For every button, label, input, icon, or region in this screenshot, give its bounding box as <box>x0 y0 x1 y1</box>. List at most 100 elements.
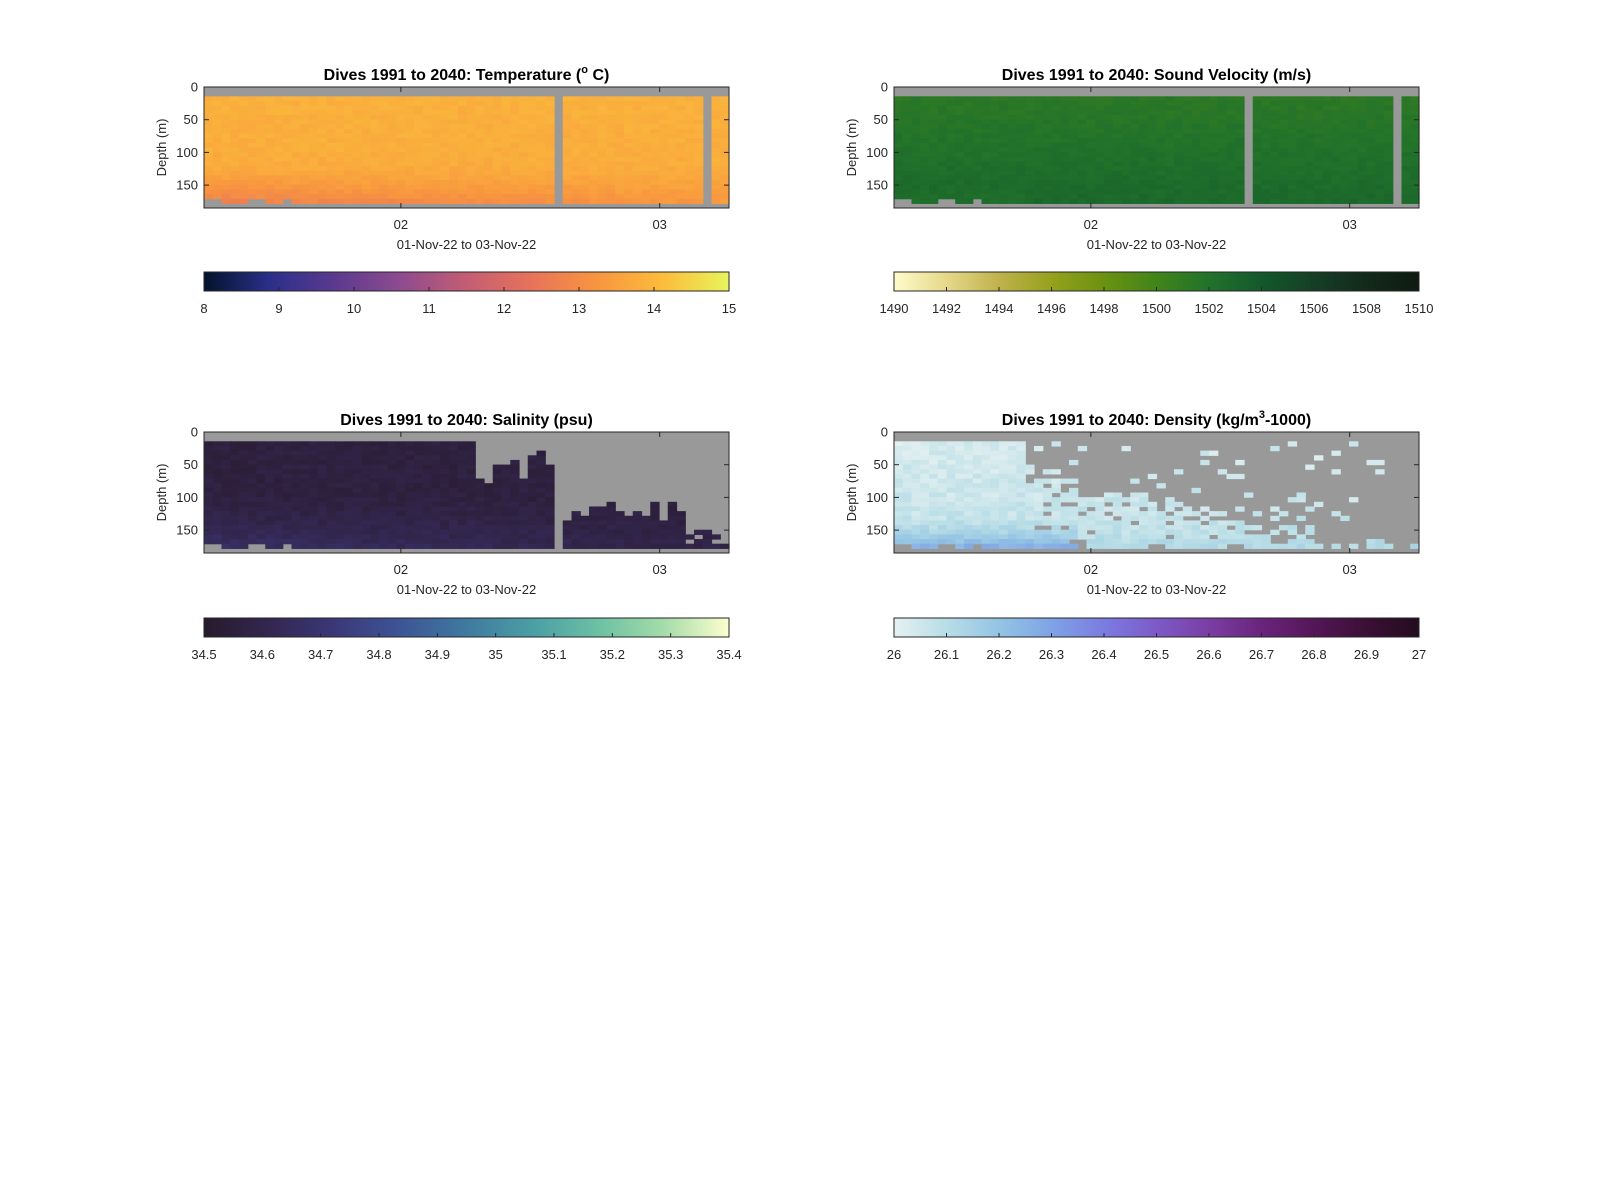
heatmap-cell <box>449 156 459 163</box>
y-axis-label: Depth (m) <box>844 464 859 522</box>
heatmap-cell <box>650 133 660 139</box>
heatmap-cell <box>964 119 974 125</box>
heatmap-cell <box>902 119 913 125</box>
heatmap-cell <box>1287 441 1298 447</box>
heatmap-cell <box>510 525 520 531</box>
heatmap-cell <box>431 515 441 522</box>
heatmap-cell <box>624 161 634 167</box>
heatmap-cell <box>659 161 669 167</box>
heatmap-cell <box>1252 189 1263 195</box>
heatmap-cell <box>1156 515 1166 522</box>
heatmap-cell <box>440 175 450 181</box>
heatmap-cell <box>902 525 913 531</box>
heatmap-cell <box>1139 170 1149 177</box>
heatmap-cell <box>536 478 546 484</box>
heatmap-cell <box>720 194 730 200</box>
heatmap-cell <box>999 147 1009 153</box>
heatmap-cell <box>221 119 231 125</box>
heatmap-cell <box>1121 194 1131 200</box>
heatmap-cell <box>221 445 231 452</box>
heatmap-cell <box>449 478 459 484</box>
heatmap-cell <box>309 180 319 186</box>
heatmap-cell <box>667 501 678 508</box>
heatmap-cell <box>1287 138 1298 144</box>
heatmap-cell <box>274 492 284 498</box>
heatmap-cell <box>676 184 686 190</box>
heatmap-cell <box>265 152 275 158</box>
heatmap-cell <box>475 198 485 204</box>
y-tick-label: 0 <box>191 425 198 440</box>
heatmap-cell <box>1007 138 1018 144</box>
heatmap-cell <box>1357 184 1368 190</box>
heatmap-cell <box>361 142 371 149</box>
heatmap-cell <box>911 161 921 167</box>
heatmap-cell <box>492 175 503 181</box>
heatmap-cell <box>1095 180 1105 186</box>
heatmap-cell <box>370 534 380 540</box>
heatmap-cell <box>282 455 293 461</box>
heatmap-cell <box>282 110 293 116</box>
heatmap-cell <box>711 105 721 111</box>
heatmap-cell <box>212 166 223 172</box>
heatmap-cell <box>650 511 660 517</box>
heatmap-cell <box>282 170 293 177</box>
heatmap-cell <box>291 180 301 186</box>
heatmap-cell <box>545 492 555 498</box>
heatmap-cell <box>449 198 459 204</box>
heatmap-cell <box>1305 539 1315 545</box>
heatmap-cell <box>920 450 930 456</box>
heatmap-cell <box>510 492 520 498</box>
heatmap-cell <box>230 147 240 153</box>
heatmap-cell <box>1322 114 1333 121</box>
heatmap-cell <box>589 180 599 186</box>
heatmap-cell <box>1200 119 1210 125</box>
heatmap-cell <box>1235 180 1245 186</box>
heatmap-cell <box>1235 175 1245 181</box>
heatmap-cell <box>422 110 433 116</box>
heatmap-cell <box>1069 142 1079 149</box>
heatmap-cell <box>1270 114 1280 121</box>
heatmap-cell <box>326 170 336 177</box>
heatmap-cell <box>405 114 415 121</box>
heatmap-cell <box>1130 492 1140 498</box>
heatmap-cell <box>484 152 494 158</box>
heatmap-cell <box>955 170 965 177</box>
heatmap-cell <box>1060 138 1070 144</box>
heatmap-cell <box>946 170 956 177</box>
heatmap-cell <box>1104 166 1114 172</box>
heatmap-cell <box>405 180 415 186</box>
heatmap-cell <box>352 133 363 139</box>
heatmap-cell <box>615 100 625 107</box>
heatmap-cell <box>1200 450 1210 456</box>
heatmap-cell <box>1086 138 1096 144</box>
heatmap-cell <box>1357 133 1368 139</box>
heatmap-cell <box>545 110 555 116</box>
heatmap-cell <box>466 487 476 494</box>
heatmap-cell <box>615 180 625 186</box>
heatmap-cell <box>1305 464 1315 470</box>
heatmap-cell <box>212 450 223 456</box>
heatmap-cell <box>999 156 1009 163</box>
heatmap-cell <box>379 189 389 195</box>
heatmap-cell <box>1384 119 1394 125</box>
heatmap-cell <box>1174 138 1184 144</box>
heatmap-cell <box>475 166 485 172</box>
heatmap-cell <box>536 110 546 116</box>
heatmap-cell <box>1007 483 1018 489</box>
heatmap-cell <box>1007 184 1018 190</box>
heatmap-cell <box>929 119 939 125</box>
heatmap-cell <box>1401 198 1411 204</box>
colorbar-tick-label: 9 <box>275 301 282 316</box>
heatmap-cell <box>1209 156 1219 163</box>
heatmap-cell <box>422 459 433 466</box>
heatmap-cell <box>1016 142 1026 149</box>
heatmap-cell <box>1034 128 1044 135</box>
heatmap-cell <box>964 473 974 480</box>
heatmap-cell <box>711 543 721 549</box>
heatmap-cell <box>580 119 590 125</box>
heatmap-cell <box>387 497 398 503</box>
heatmap-cell <box>580 180 590 186</box>
heatmap-cell <box>230 473 240 480</box>
heatmap-cell <box>282 539 293 545</box>
heatmap-cell <box>256 194 266 200</box>
